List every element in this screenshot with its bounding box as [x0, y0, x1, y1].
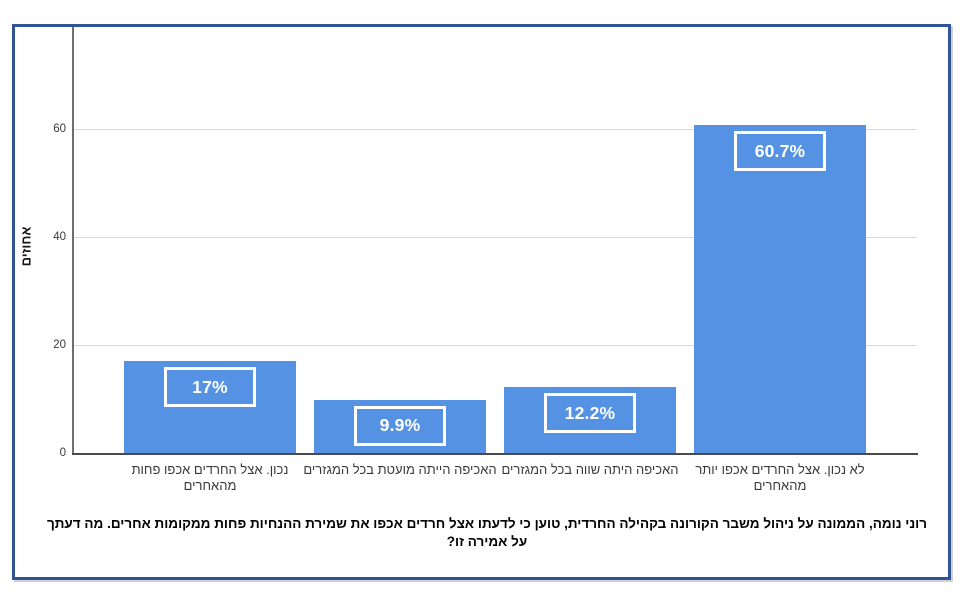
y-axis-title: אחוזים [18, 226, 34, 267]
bar-value-label-4: 60.7% [734, 131, 826, 172]
bar-1: 17% [124, 361, 296, 453]
gridline-20 [74, 345, 917, 346]
x-category-label-2: האכיפה הייתה מועטת בכל המגזרים [303, 462, 497, 477]
bar-2: 9.9% [314, 399, 486, 453]
bar-4: 60.7% [694, 125, 866, 453]
chart-caption: רוני נומה, הממונה על ניהול משבר הקורונה … [46, 516, 928, 549]
x-category-label-3: האכיפה היתה שווה בכל המגזרים [501, 462, 679, 477]
y-axis-line [72, 27, 74, 455]
bar-value-label-1: 17% [164, 367, 256, 408]
y-tick-label-20: 20 [53, 339, 66, 351]
x-axis-line [72, 453, 918, 455]
gridline-60 [74, 129, 917, 130]
y-tick-label-60: 60 [53, 123, 66, 135]
y-tick-label-40: 40 [53, 231, 66, 243]
bar-3: 12.2% [504, 387, 676, 453]
bar-value-label-2: 9.9% [354, 405, 446, 446]
y-tick-label-0: 0 [59, 447, 66, 459]
gridline-40 [74, 237, 917, 238]
x-category-label-1: נכון. אצל החרדים אכפו פחות מהאחרים [131, 462, 289, 493]
bar-value-label-3: 12.2% [544, 393, 636, 434]
x-category-label-4: לא נכון. אצל החרדים אכפו יותר מהאחרים [695, 462, 865, 493]
